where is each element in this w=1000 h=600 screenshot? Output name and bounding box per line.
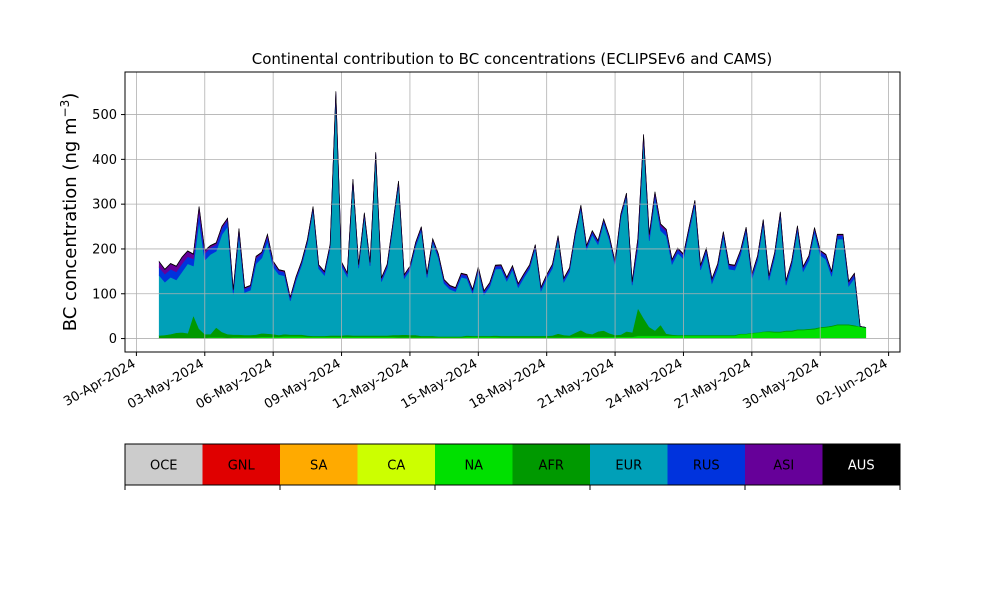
legend-swatch-oce xyxy=(125,444,203,485)
legend-swatch-afr xyxy=(512,444,591,485)
y-tick-label: 200 xyxy=(92,242,117,257)
y-axis-label-close: ) xyxy=(60,93,81,100)
y-axis-label-main: BC concentration (ng m xyxy=(60,117,81,331)
legend-swatch-eur xyxy=(590,444,668,485)
legend-swatch-aus xyxy=(822,444,901,485)
area-eur xyxy=(158,97,866,337)
legend-label-aus: AUS xyxy=(848,459,875,474)
x-tick-label: 15-May-2024 xyxy=(399,356,481,412)
legend-label-afr: AFR xyxy=(539,459,564,474)
legend-swatch-gnl xyxy=(202,444,281,485)
plot-area: 010020030040050030-Apr-202403-May-202406… xyxy=(61,71,901,412)
legend-label-rus: RUS xyxy=(693,459,720,474)
legend-swatch-na xyxy=(435,444,513,485)
legend-swatch-ca xyxy=(357,444,436,485)
y-tick-label: 400 xyxy=(92,153,117,168)
legend-frame xyxy=(124,443,901,486)
chart-title: Continental contribution to BC concentra… xyxy=(252,50,773,68)
x-tick-label: 27-May-2024 xyxy=(672,356,754,412)
legend-swatch-asi xyxy=(745,444,823,485)
y-tick-label: 100 xyxy=(92,287,117,302)
y-tick-label: 500 xyxy=(92,108,117,123)
x-tick-label: 09-May-2024 xyxy=(262,356,344,412)
legend-label-sa: SA xyxy=(310,459,327,474)
legend-label-gnl: GNL xyxy=(228,459,256,474)
x-tick-label: 12-May-2024 xyxy=(330,356,412,412)
legend-label-ca: CA xyxy=(387,459,405,474)
y-axis-label-sup: −3 xyxy=(58,100,72,118)
y-tick-label: 0 xyxy=(109,332,117,347)
x-tick-label: 24-May-2024 xyxy=(604,356,686,412)
plot-frame xyxy=(124,71,901,353)
area-aus xyxy=(158,91,866,328)
x-tick-label: 30-May-2024 xyxy=(741,356,823,412)
legend: OCE GNL SA CA NA AFR EUR RUS ASI AUS xyxy=(124,443,901,490)
legend-label-eur: EUR xyxy=(615,459,642,474)
legend-label-oce: OCE xyxy=(150,459,178,474)
x-tick-label: 02-Jun-2024 xyxy=(814,356,891,409)
x-tick-label: 18-May-2024 xyxy=(467,356,549,412)
x-tick-label: 03-May-2024 xyxy=(125,356,207,412)
legend-swatch-rus xyxy=(667,444,746,485)
y-tick-label: 300 xyxy=(92,198,117,213)
x-tick-label: 21-May-2024 xyxy=(535,356,617,412)
legend-label-asi: ASI xyxy=(773,459,794,474)
legend-label-na: NA xyxy=(464,459,483,474)
x-tick-label: 06-May-2024 xyxy=(193,356,275,412)
legend-swatch-sa xyxy=(280,444,358,485)
y-axis-label: BC concentration (ng m−3) xyxy=(58,93,81,332)
